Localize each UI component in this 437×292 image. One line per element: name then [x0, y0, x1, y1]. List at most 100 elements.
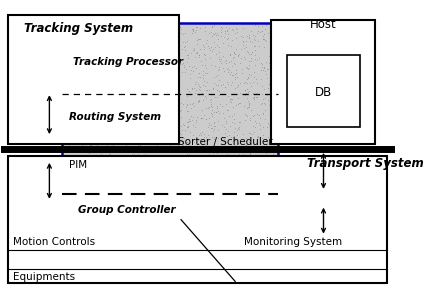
Point [250, 113, 257, 117]
Point [165, 225, 172, 229]
Point [267, 200, 274, 204]
Point [197, 131, 204, 135]
Point [254, 167, 261, 172]
Point [243, 91, 250, 95]
Point [87, 158, 94, 162]
Point [151, 202, 158, 207]
Point [116, 150, 123, 154]
Point [115, 128, 122, 132]
Point [231, 126, 238, 131]
Point [178, 124, 185, 129]
Point [96, 139, 103, 144]
Point [178, 192, 185, 197]
Point [159, 62, 166, 66]
Point [125, 67, 132, 71]
Point [239, 131, 246, 136]
Point [142, 36, 149, 40]
Point [211, 177, 218, 182]
Point [223, 133, 230, 138]
Point [101, 246, 108, 251]
Point [229, 56, 236, 60]
Point [133, 28, 140, 32]
Point [139, 124, 146, 129]
Point [190, 123, 197, 128]
Point [248, 197, 255, 201]
Point [120, 85, 127, 89]
Point [180, 61, 187, 66]
Point [96, 87, 103, 92]
Point [168, 121, 175, 125]
Point [203, 135, 210, 139]
Point [268, 244, 275, 248]
Point [193, 50, 200, 55]
Point [273, 101, 280, 106]
Point [71, 127, 78, 132]
Point [109, 87, 116, 92]
Point [264, 75, 271, 80]
Point [192, 171, 199, 175]
Point [71, 169, 78, 173]
Point [215, 50, 222, 54]
Point [118, 152, 125, 157]
Point [123, 260, 130, 265]
Point [76, 232, 83, 237]
Point [161, 124, 168, 129]
Point [236, 209, 243, 214]
Point [270, 214, 277, 219]
Point [89, 31, 96, 35]
Point [164, 28, 171, 33]
Point [165, 251, 172, 256]
Point [67, 225, 74, 230]
Point [156, 54, 163, 59]
Point [113, 102, 120, 107]
Point [175, 243, 182, 248]
Point [261, 68, 268, 73]
Point [187, 156, 194, 161]
Point [78, 143, 85, 147]
Point [221, 91, 228, 96]
Point [93, 60, 100, 65]
Point [149, 114, 156, 119]
Point [194, 239, 201, 244]
Point [197, 244, 204, 249]
Point [248, 58, 255, 63]
Point [218, 225, 225, 230]
Point [107, 111, 114, 116]
Point [159, 121, 166, 126]
Point [215, 67, 222, 72]
Point [210, 32, 217, 36]
Point [260, 224, 267, 229]
Point [158, 37, 165, 42]
Point [96, 118, 103, 123]
Point [197, 199, 204, 204]
Point [250, 205, 257, 209]
Point [64, 113, 71, 118]
Point [95, 129, 102, 134]
Point [246, 204, 253, 208]
Point [67, 246, 74, 250]
Point [74, 105, 81, 110]
Point [73, 112, 80, 117]
Point [188, 141, 195, 146]
Point [271, 248, 277, 253]
Point [188, 64, 195, 69]
Point [246, 102, 253, 107]
Point [224, 81, 231, 86]
Point [188, 208, 195, 213]
Point [269, 197, 276, 201]
Point [92, 27, 99, 32]
Point [211, 126, 218, 131]
Point [263, 207, 270, 212]
Point [184, 87, 191, 91]
Point [167, 40, 174, 45]
Point [77, 243, 84, 248]
Point [231, 112, 238, 117]
Point [85, 224, 92, 228]
Point [244, 49, 251, 54]
Point [113, 124, 120, 129]
Point [200, 47, 207, 52]
Point [144, 164, 151, 168]
Point [65, 132, 72, 136]
Point [269, 31, 276, 36]
Text: DB: DB [315, 86, 332, 99]
